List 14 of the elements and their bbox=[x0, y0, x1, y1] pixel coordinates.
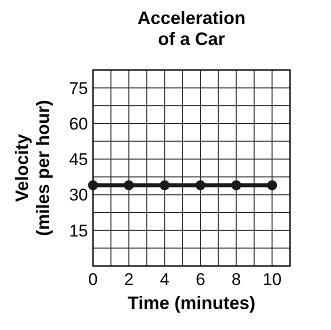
x-tick-label: 0 bbox=[88, 270, 98, 289]
x-tick-label: 6 bbox=[196, 270, 206, 289]
y-tick-label: 60 bbox=[69, 114, 88, 134]
y-axis-title: Velocity (miles per hour) bbox=[12, 100, 53, 236]
y-tick-label: 15 bbox=[69, 221, 88, 240]
x-tick-label: 2 bbox=[124, 270, 134, 289]
x-tick-label: 4 bbox=[160, 270, 170, 289]
x-axis-title: Time (minutes) bbox=[128, 293, 256, 313]
y-tick-label: 45 bbox=[69, 150, 88, 170]
x-tick-label: 10 bbox=[262, 270, 282, 289]
x-tick-label: 8 bbox=[232, 270, 242, 289]
chart-title: Acceleration of a Car bbox=[137, 8, 246, 49]
y-tick-label: 75 bbox=[69, 78, 88, 98]
y-tick-label: 30 bbox=[69, 186, 88, 205]
